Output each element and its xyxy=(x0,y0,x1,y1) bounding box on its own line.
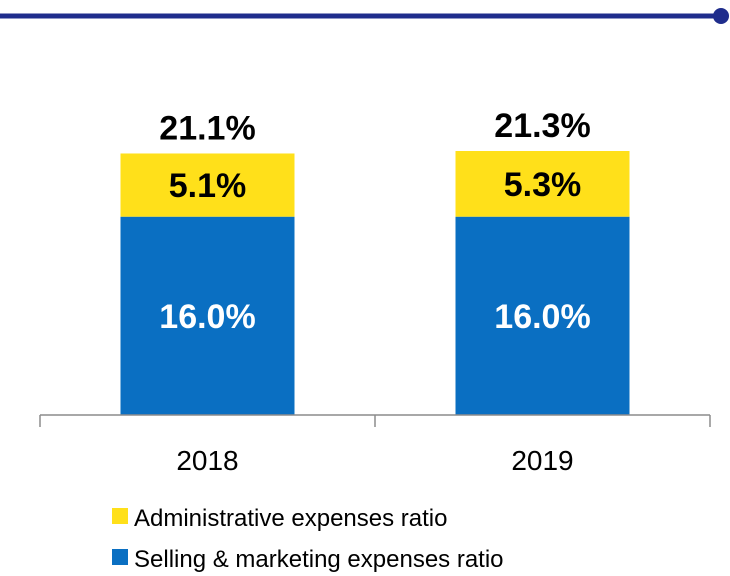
legend-label-admin: Administrative expenses ratio xyxy=(134,505,447,532)
legend: Administrative expenses ratio Selling & … xyxy=(112,505,504,573)
legend-label-selling: Selling & marketing expenses ratio xyxy=(134,546,504,573)
data-labels: 16.0% 5.1% 21.1% 16.0% 5.3% 21.3% xyxy=(159,107,590,336)
bar-selling-2018 xyxy=(120,216,295,415)
total-label-2018: 21.1% xyxy=(159,109,255,147)
category-label-2019: 2019 xyxy=(511,445,573,476)
data-label-selling-2019: 16.0% xyxy=(494,298,590,336)
data-label-admin-2018: 5.1% xyxy=(169,167,247,205)
bar-admin-2018 xyxy=(120,153,295,217)
x-axis: 2018 2019 xyxy=(39,414,711,476)
bar-admin-2019 xyxy=(455,151,630,217)
total-label-2019: 21.3% xyxy=(494,107,590,145)
bars xyxy=(120,151,630,415)
legend-swatch-admin xyxy=(112,508,128,524)
data-label-admin-2019: 5.3% xyxy=(504,166,582,204)
legend-swatch-selling xyxy=(112,549,128,565)
bar-selling-2019 xyxy=(455,216,630,415)
header-dot xyxy=(713,8,729,24)
data-label-selling-2018: 16.0% xyxy=(159,298,255,336)
category-label-2018: 2018 xyxy=(176,445,238,476)
